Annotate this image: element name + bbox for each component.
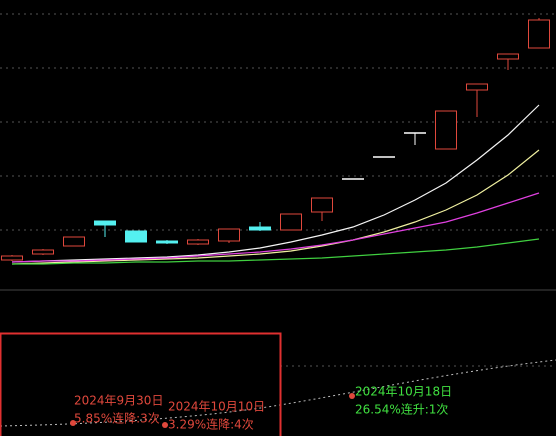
moving-average (12, 238, 540, 265)
annotation-date: 2024年10月10日 (168, 400, 265, 414)
moving-average (11, 192, 540, 263)
signal-dot (349, 393, 355, 399)
candle-body (1, 255, 23, 261)
annotation-text: 26.54%连升:1次 (355, 402, 448, 417)
signal-dot (70, 420, 76, 426)
annotation-text: 3.29%连降:4次 (168, 417, 254, 432)
annotation-text: 5.85%连降:3次 (74, 411, 160, 426)
candle-body (187, 239, 209, 245)
moving-average (11, 149, 540, 265)
candle-body (94, 220, 116, 226)
candle-body (32, 249, 54, 255)
signal-dot (162, 422, 168, 428)
candle-body (125, 230, 147, 243)
candle-body (63, 236, 85, 247)
candle-body (218, 228, 240, 242)
candle-body (311, 197, 333, 213)
highlight-box (0, 332, 282, 436)
candle-body (528, 19, 550, 49)
candle-body (156, 240, 178, 244)
annotation-date: 2024年9月30日 (74, 394, 163, 408)
candle-body (497, 53, 519, 60)
annotation-date: 2024年10月18日 (355, 385, 452, 399)
moving-average (11, 104, 540, 263)
grid (0, 13, 556, 367)
candle-body (435, 110, 457, 150)
candle-body (280, 213, 302, 231)
candle-body (249, 226, 271, 231)
candle-body (466, 83, 488, 91)
